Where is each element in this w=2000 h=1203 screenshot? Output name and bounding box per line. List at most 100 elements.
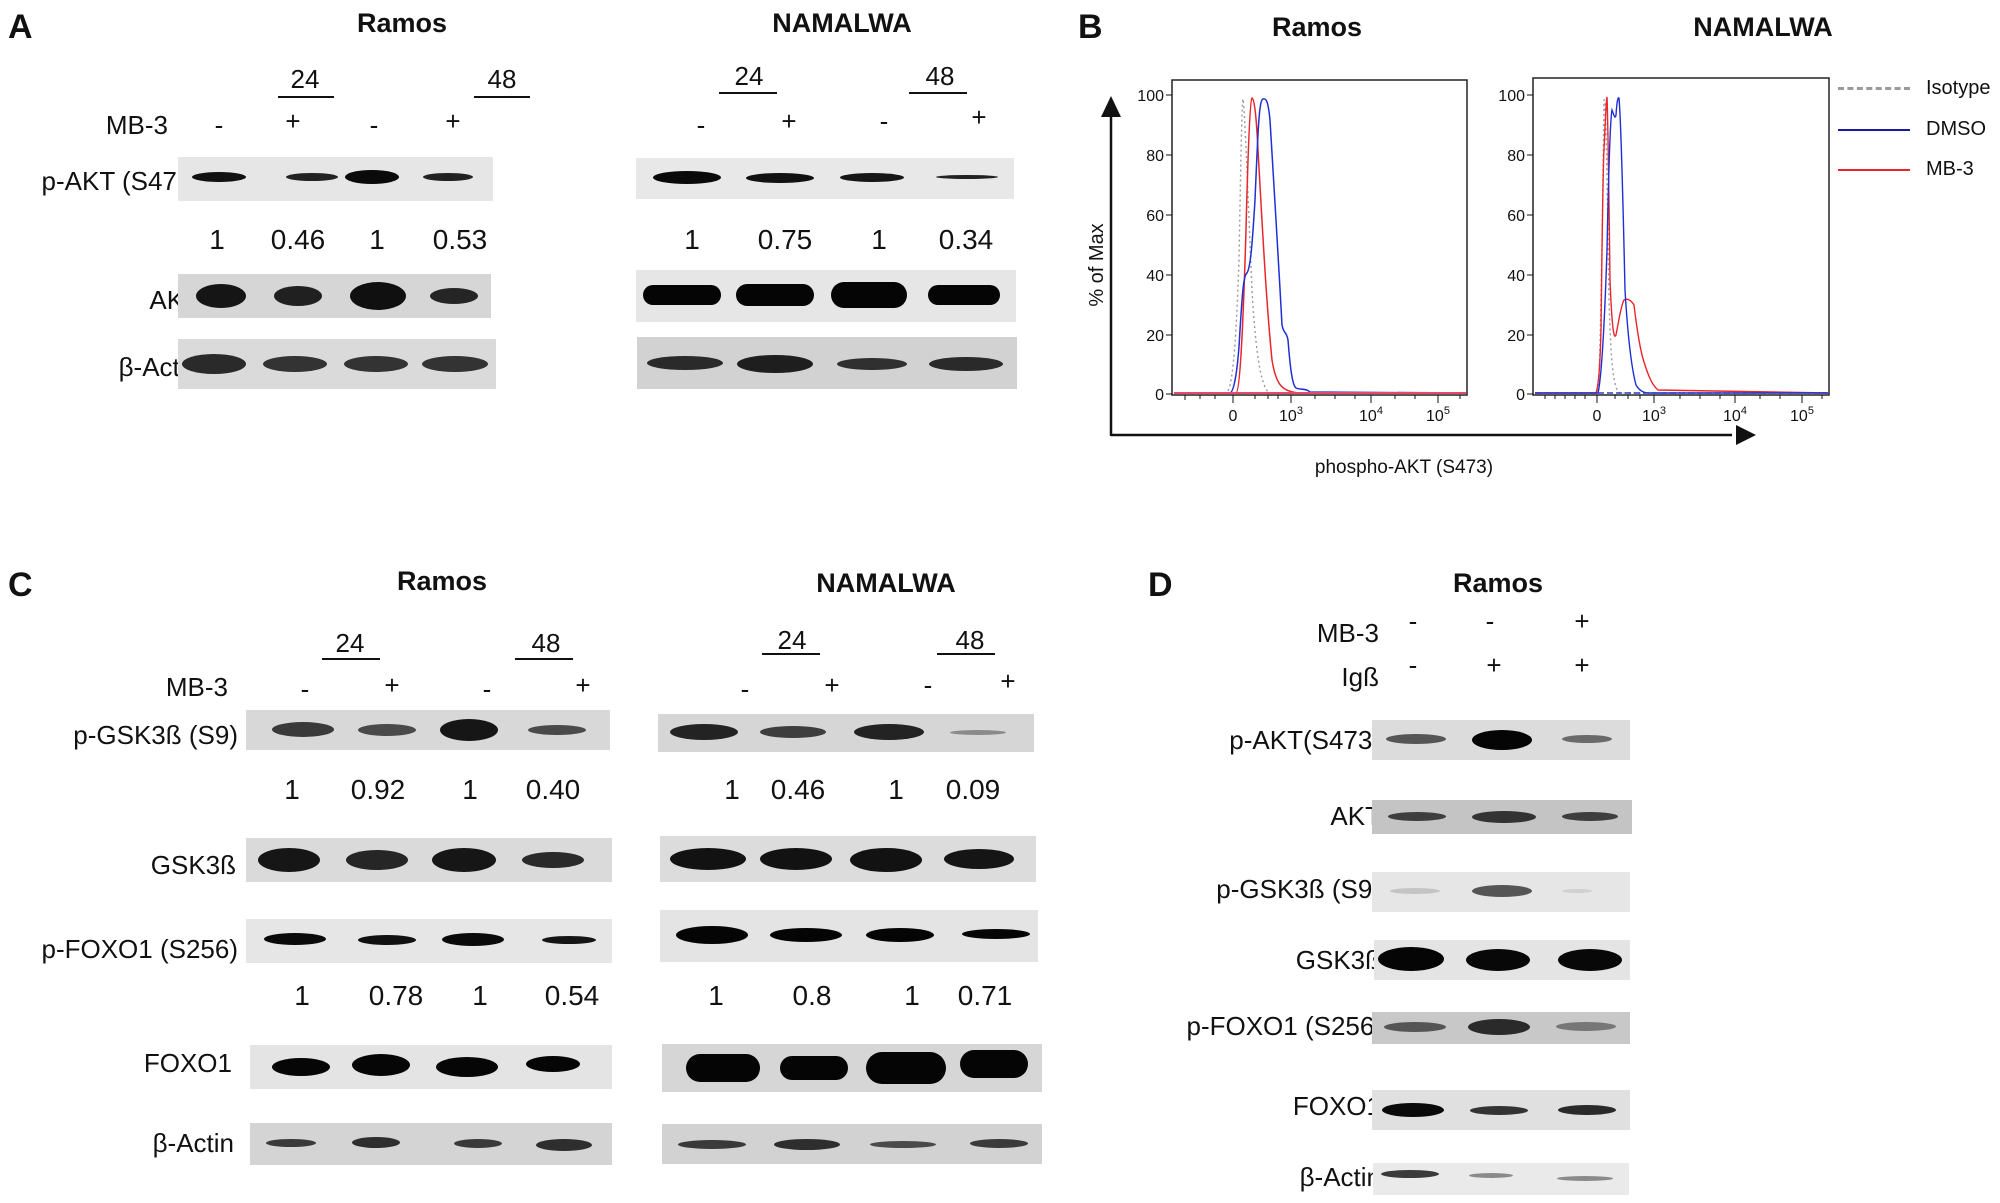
- sign: -: [300, 674, 310, 704]
- treatment-label: MB-3: [105, 110, 168, 140]
- row-label-beta-actin: β-Actin: [152, 1128, 234, 1158]
- row-label-p-akt: p-AKT (S473): [41, 166, 200, 196]
- time-bar: [322, 658, 380, 660]
- y-axis-arrow-icon: [1101, 96, 1121, 117]
- blot-p-gsk3b-ramos: [1372, 872, 1630, 912]
- quant-value: 0.54: [544, 980, 600, 1011]
- svg-text:0: 0: [1516, 387, 1525, 404]
- legend-swatch-blue-icon: [1838, 128, 1910, 131]
- row-label-gsk3b: GSK3ß: [150, 850, 236, 880]
- sign: -: [740, 674, 750, 704]
- svg-text:0: 0: [1155, 387, 1164, 404]
- svg-text:104: 104: [1723, 405, 1747, 425]
- row-label-p-foxo1: p-FOXO1 (S256): [41, 934, 238, 964]
- quant-value: 0.46: [770, 774, 826, 805]
- time-label-48: 48: [955, 625, 985, 655]
- blot-gsk3b-namalwa: [660, 836, 1036, 882]
- svg-text:105: 105: [1426, 405, 1450, 425]
- cell-line-title-namalwa: NAMALWA: [772, 8, 912, 38]
- sign: -: [369, 110, 379, 140]
- svg-text:104: 104: [1359, 405, 1383, 425]
- time-label-24: 24: [335, 628, 365, 658]
- blot-p-foxo1-ramos: [246, 919, 612, 963]
- blot-gsk3b-ramos: [246, 838, 612, 882]
- blot-p-gsk3b-ramos: [246, 710, 610, 750]
- sign: +: [384, 670, 400, 700]
- time-bar: [937, 653, 995, 655]
- time-bar: [474, 96, 530, 98]
- histogram-title-ramos: Ramos: [1271, 12, 1363, 42]
- histogram-title-namalwa: NAMALWA: [1693, 12, 1833, 42]
- blot-beta-actin-namalwa: [637, 337, 1017, 389]
- quant-value: 0.8: [792, 980, 832, 1011]
- svg-text:60: 60: [1507, 208, 1525, 225]
- time-bar: [719, 92, 777, 94]
- svg-text:% of Max: % of Max: [1086, 223, 1108, 306]
- svg-text:0: 0: [1593, 408, 1602, 425]
- time-label-48: 48: [531, 628, 561, 658]
- cell-line-title-ramos: Ramos: [1452, 568, 1544, 598]
- quant-value: 0.75: [757, 224, 813, 255]
- quant-value: 0.92: [350, 774, 406, 805]
- quant-value: 0.71: [957, 980, 1013, 1011]
- blot-beta-actin-ramos: [178, 339, 496, 389]
- blot-beta-actin-namalwa: [662, 1124, 1042, 1164]
- row-label-p-gsk3b: p-GSK3ß (S9): [1216, 874, 1381, 904]
- time-bar: [278, 96, 334, 98]
- legend-swatch-dashed-icon: [1838, 87, 1910, 90]
- svg-text:0: 0: [1229, 408, 1238, 425]
- sign: -: [696, 110, 706, 140]
- sign: +: [781, 106, 797, 136]
- quant-value: 1: [904, 980, 920, 1011]
- panel-letter-b: B: [1078, 8, 1103, 46]
- quant-value: 1: [472, 980, 488, 1011]
- sign: +: [575, 670, 591, 700]
- blot-p-foxo1-namalwa: [660, 910, 1038, 962]
- blot-gsk3b-ramos: [1374, 940, 1630, 980]
- quant-value: 1: [369, 224, 385, 255]
- blot-p-akt-ramos: [178, 157, 493, 201]
- quant-value: 1: [871, 224, 887, 255]
- sign: -: [1485, 606, 1495, 636]
- svg-text:100: 100: [1498, 88, 1525, 105]
- legend-item-mb3: MB-3: [1838, 158, 1974, 181]
- svg-text:103: 103: [1279, 405, 1303, 425]
- cell-line-title-ramos: Ramos: [396, 566, 488, 596]
- x-axis-arrow-icon: [1736, 425, 1756, 445]
- sign: -: [214, 110, 224, 140]
- panel-letter-d: D: [1148, 566, 1173, 604]
- blot-p-akt-namalwa: [636, 158, 1014, 199]
- blot-akt-ramos: [1372, 800, 1632, 834]
- quant-value: 1: [209, 224, 225, 255]
- legend-item-dmso: DMSO: [1838, 118, 1986, 141]
- time-bar: [762, 653, 820, 655]
- sign: +: [824, 670, 840, 700]
- svg-text:20: 20: [1507, 328, 1525, 345]
- sign: +: [445, 106, 461, 136]
- row-label-p-gsk3b: p-GSK3ß (S9): [73, 720, 238, 750]
- quant-value: 1: [724, 774, 740, 805]
- time-label-24: 24: [734, 61, 764, 91]
- sign: +: [285, 106, 301, 136]
- svg-text:105: 105: [1790, 405, 1814, 425]
- cell-line-title-namalwa: NAMALWA: [816, 568, 956, 598]
- quant-value: 0.53: [432, 224, 488, 255]
- row-label-beta-actin: β-Actin: [1299, 1162, 1381, 1192]
- treatment-label: MB-3: [165, 672, 228, 702]
- treatment-label-mb3: MB-3: [1316, 618, 1379, 648]
- svg-text:40: 40: [1507, 268, 1525, 285]
- blot-akt-namalwa: [636, 270, 1016, 322]
- quant-value: 1: [284, 774, 300, 805]
- svg-text:60: 60: [1146, 208, 1164, 225]
- svg-text:40: 40: [1146, 268, 1164, 285]
- sign: +: [1486, 650, 1502, 680]
- sign: +: [971, 102, 987, 132]
- quant-value: 0.34: [938, 224, 994, 255]
- quant-value: 0.46: [270, 224, 326, 255]
- sign: -: [879, 106, 889, 136]
- blot-foxo1-ramos: [1372, 1090, 1630, 1130]
- blot-p-gsk3b-namalwa: [658, 714, 1034, 752]
- blot-p-foxo1-ramos: [1372, 1012, 1630, 1044]
- blot-p-akt-ramos: [1372, 720, 1630, 760]
- blot-foxo1-namalwa: [662, 1044, 1042, 1092]
